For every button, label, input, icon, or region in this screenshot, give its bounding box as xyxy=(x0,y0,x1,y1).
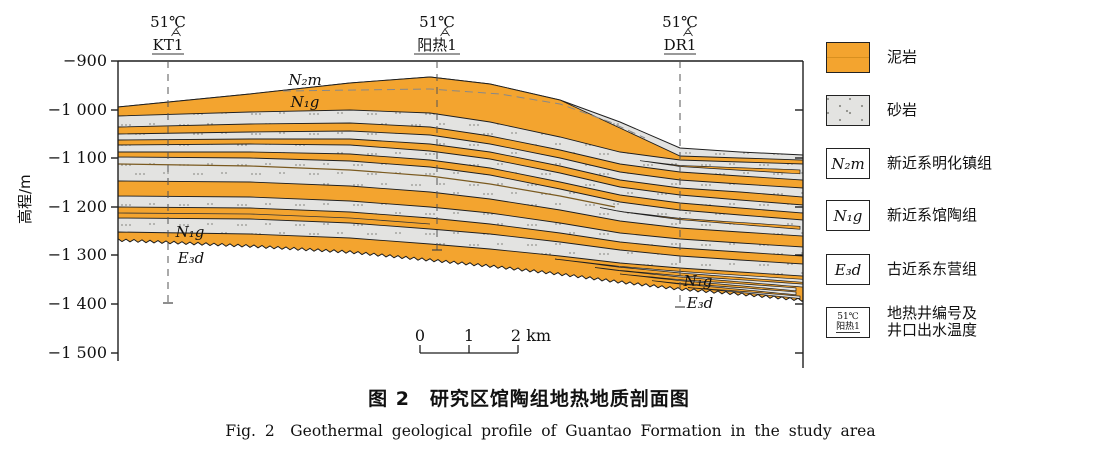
well-symbol-box: 51℃ 阳热1 xyxy=(826,306,870,338)
sliver-lens-6 xyxy=(639,160,801,175)
well-markers: 51℃ KT1 51℃ 阳热1 51℃ DR1 xyxy=(150,13,698,308)
figure-title-zh: 图 2 研究区馆陶组地热地质剖面图 xyxy=(368,388,690,410)
legend-label: 泥岩 xyxy=(887,48,918,66)
label-n1g-left: N₁g xyxy=(175,223,205,241)
y-tick-label: −1 100 xyxy=(48,148,107,167)
strata-layers xyxy=(117,76,804,302)
legend-item-n2m: N₂m 新近系明化镇组 xyxy=(826,148,992,179)
sliver-lens-4 xyxy=(651,280,797,296)
legend-label: 新近系馆陶组 xyxy=(887,206,978,224)
label-n1g-right: N₁g xyxy=(683,272,713,290)
sliver-lens-5 xyxy=(687,287,801,299)
sliver-lens-7 xyxy=(599,207,801,230)
legend-label-line1: 地热井编号及 xyxy=(887,304,978,322)
well-symbol-temp: 51℃ xyxy=(837,311,859,322)
legend-item-n1g: N₁g 新近系馆陶组 xyxy=(826,200,977,231)
sliver-lens-3 xyxy=(619,273,797,292)
figure-title-en: Fig. 2 Geothermal geological profile of … xyxy=(225,422,876,440)
derrick-icon xyxy=(683,26,693,37)
label-e3d-right: E₃d xyxy=(686,294,714,312)
y-axis-title: 高程/m xyxy=(16,174,34,224)
legend-label-line2: 井口出水温度 xyxy=(887,321,978,339)
well-temperature-label: 51℃ xyxy=(662,13,698,31)
legend-label: 地热井编号及 井口出水温度 xyxy=(887,305,977,339)
scalebar-label: 2 km xyxy=(511,326,551,345)
axes-frame: −900 −1 000 −1 100 −1 200 −1 300 −1 400 −1 500 xyxy=(48,51,804,368)
stratum-unit-labels: N₂m N₁g N₁g E₃d N₁g E₃d xyxy=(175,71,714,312)
n1g-symbol-box: N₁g xyxy=(826,200,870,231)
profile-svg: −900 −1 000 −1 100 −1 200 −1 300 −1 400 −1 500… xyxy=(16,13,804,368)
n2m-n1g-dashed-boundary xyxy=(282,88,646,139)
legend-label: 古近系东营组 xyxy=(887,260,978,278)
well-name-label: KT1 xyxy=(153,36,184,54)
sandstone-swatch xyxy=(826,95,870,126)
n2m-symbol-box: N₂m xyxy=(826,148,870,179)
scale-bar: 0 1 2 km xyxy=(415,326,551,354)
y-tick-label: −1 500 xyxy=(48,343,107,362)
legend-item-sandstone: 砂岩 xyxy=(826,95,917,126)
well-temperature-label: 51℃ xyxy=(419,13,455,31)
y-tick-label: −1 400 xyxy=(48,294,107,313)
legend-label: 新近系明化镇组 xyxy=(887,154,993,172)
derrick-icon xyxy=(440,26,450,37)
bedding-line-1 xyxy=(117,163,616,208)
mudstone-swatch xyxy=(826,42,870,73)
well-symbol-name: 阳热1 xyxy=(836,321,860,333)
legend-item-mudstone: 泥岩 xyxy=(826,42,917,73)
legend: 泥岩 砂岩 N₂m 新近系明化镇组 N₁g 新近系馆陶组 E₃d 古近系东营组 … xyxy=(826,42,1101,352)
well-name-label: 阳热1 xyxy=(417,36,457,54)
derrick-icon xyxy=(171,26,181,37)
e3d-symbol-box: E₃d xyxy=(826,254,870,285)
bedding-line-2 xyxy=(117,212,431,225)
well-temperature-label: 51℃ xyxy=(150,13,186,31)
y-tick-label: −1 300 xyxy=(48,245,107,264)
well-name-label: DR1 xyxy=(664,36,697,54)
label-e3d-left: E₃d xyxy=(177,249,205,267)
legend-item-well-symbol: 51℃ 阳热1 地热井编号及 井口出水温度 xyxy=(826,305,977,339)
y-tick-label: −1 200 xyxy=(48,197,107,216)
label-n2m-top: N₂m xyxy=(287,71,321,89)
y-tick-label: −1 000 xyxy=(48,100,107,119)
scalebar-label: 1 xyxy=(464,326,474,345)
y-tick-label: −900 xyxy=(63,51,107,70)
scalebar-label: 0 xyxy=(415,326,425,345)
legend-label: 砂岩 xyxy=(887,101,918,119)
label-n1g-top: N₁g xyxy=(290,93,320,111)
mudstone-band-7 xyxy=(117,231,804,302)
legend-item-e3d: E₃d 古近系东营组 xyxy=(826,254,977,285)
